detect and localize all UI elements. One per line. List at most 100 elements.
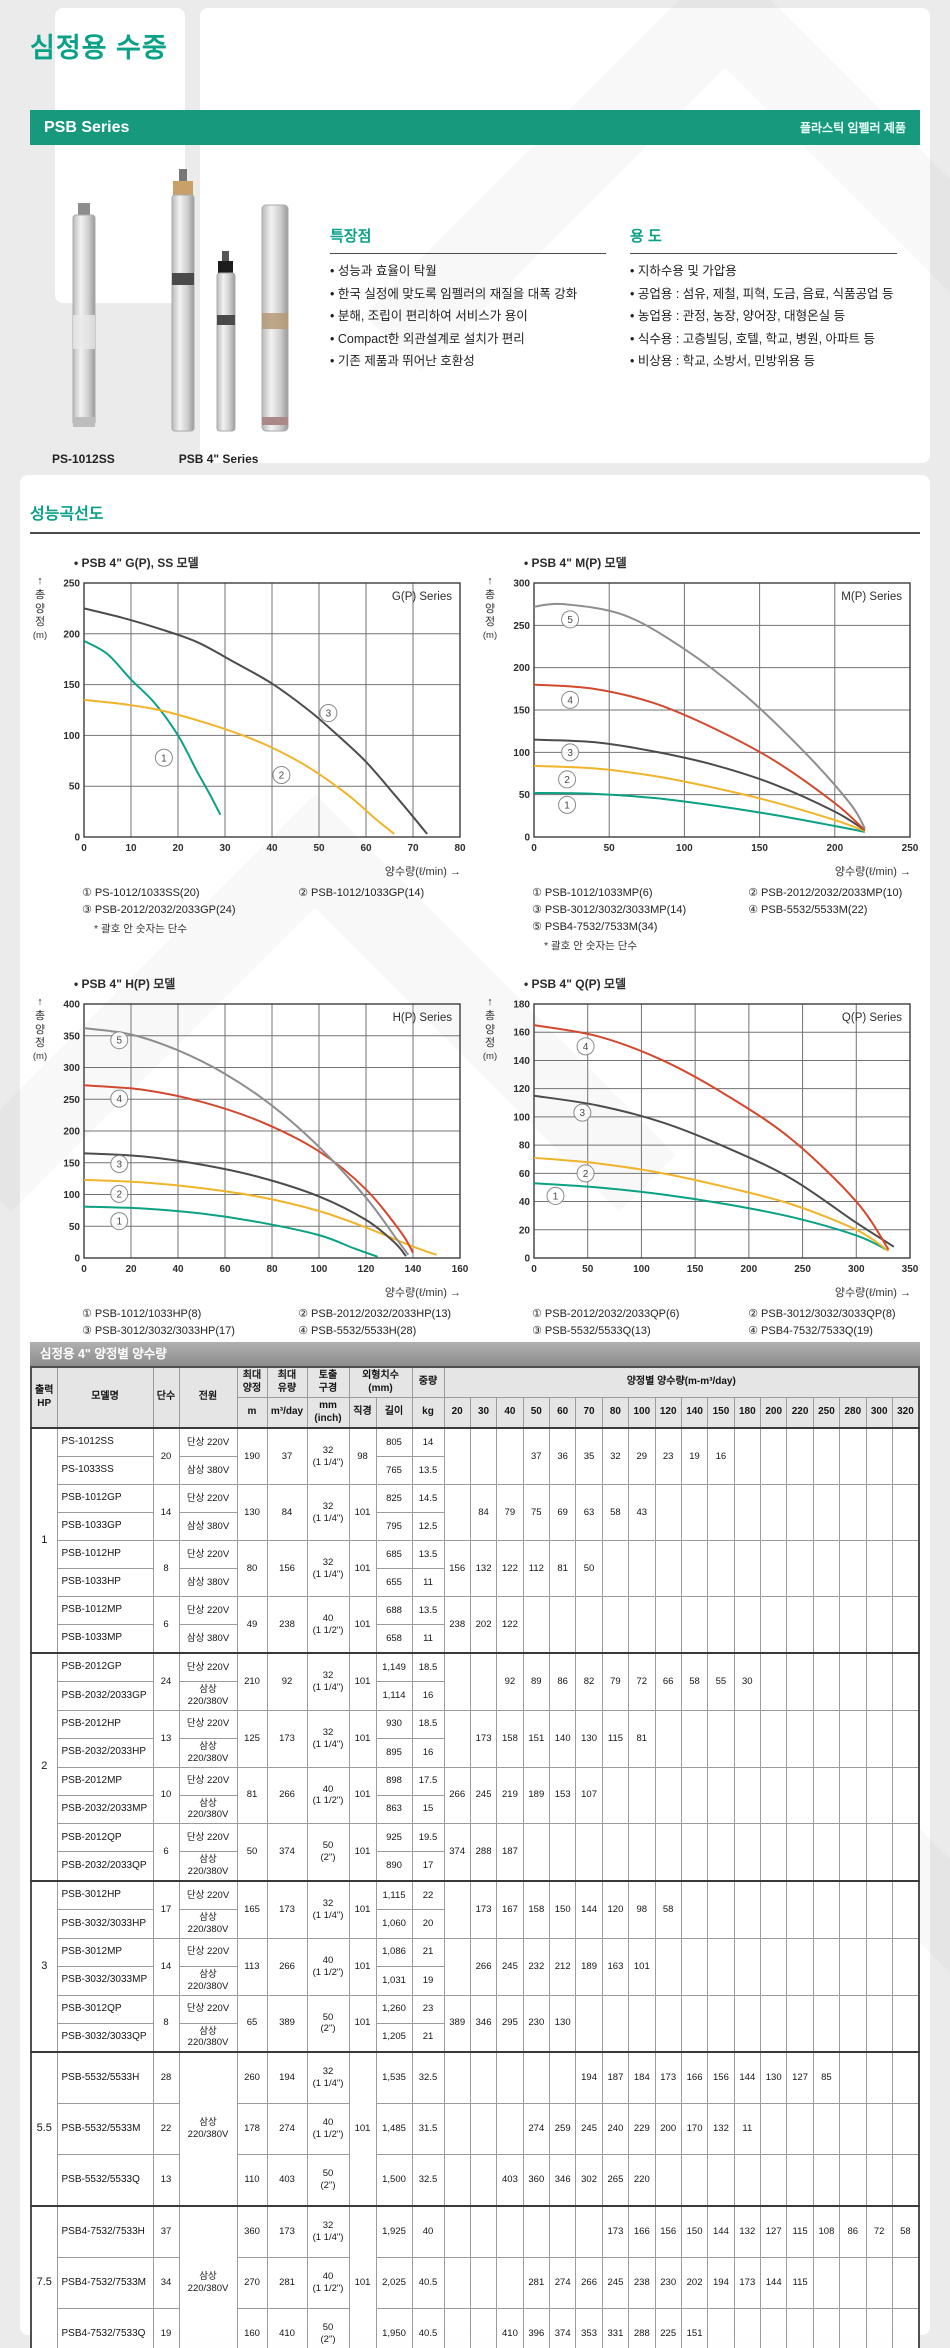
power-cell: 삼상 380V xyxy=(178,1456,238,1485)
flow-value-cell: 72 xyxy=(865,2205,893,2259)
table-row: PSB-1012MP 6 단상 220V 49 238 40 (1 1/2") 101 688… xyxy=(31,1596,920,1654)
flow-value-cell xyxy=(733,1994,762,2053)
diameter-cell: 101 xyxy=(348,2051,377,2207)
flow-value-cell xyxy=(575,1596,603,1654)
max-flow-cell: 410 xyxy=(266,2308,308,2348)
flow-value-cell xyxy=(707,1823,735,1882)
chart-title-qp: • PSB 4" Q(P) 모델 xyxy=(524,977,626,992)
svg-text:400: 400 xyxy=(63,1000,80,1011)
flow-value-cell: 144 xyxy=(707,2205,735,2259)
flow-value-cell xyxy=(865,2103,893,2156)
length-cell: 898 xyxy=(375,1766,413,1796)
series-curve-mp-1 xyxy=(533,791,866,833)
svg-text:1: 1 xyxy=(116,1217,122,1228)
svg-text:300: 300 xyxy=(63,1063,80,1074)
length-cell: 655 xyxy=(375,1568,413,1597)
stages-cell: 10 xyxy=(152,1766,180,1825)
flow-value-cell: 86 xyxy=(548,1651,577,1711)
flow-value-cell: 69 xyxy=(548,1484,577,1541)
hp-cell: 3 xyxy=(30,1879,58,2053)
length-cell: 1,031 xyxy=(375,1965,413,1996)
flow-value-cell xyxy=(812,1596,841,1654)
legend-item: ② PSB-2012/2032/2033HP(13) xyxy=(298,1308,452,1321)
outlet-cell: 40 (1 1/2") xyxy=(306,1937,350,1996)
flow-value-cell xyxy=(786,1709,814,1768)
flow-value-cell: 212 xyxy=(548,1937,577,1996)
chart-wrap: ↑ 총 양 정 (m) 0 20 40 60 80 100 120 140 160 0 50 100 150 200… xyxy=(30,992,475,1290)
flow-value-cell: 274 xyxy=(548,2257,577,2310)
max-flow-cell: 266 xyxy=(266,1766,308,1825)
flow-value-cell xyxy=(654,1823,682,1882)
up-arrow-icon: ↑ xyxy=(37,575,43,587)
weight-cell: 13.5 xyxy=(411,1456,445,1485)
flow-value-cell: 58 xyxy=(680,1651,709,1711)
svg-text:2: 2 xyxy=(279,771,285,782)
flow-value-cell xyxy=(733,2308,762,2348)
length-cell: 863 xyxy=(375,1794,413,1825)
flow-value-cell: 220 xyxy=(628,2154,656,2207)
max-head-cell: 110 xyxy=(236,2154,268,2207)
diameter-cell: 101 xyxy=(348,1484,377,1541)
svg-text:250: 250 xyxy=(513,621,530,632)
flow-value-cell xyxy=(786,1937,814,1996)
max-flow-cell: 37 xyxy=(266,1427,308,1485)
series-banner-subtitle: 플라스틱 임펠러 제품 xyxy=(799,121,906,135)
weight-cell: 32.5 xyxy=(411,2051,445,2105)
flow-value-cell: 266 xyxy=(443,1766,471,1825)
svg-text:100: 100 xyxy=(513,748,530,759)
flow-value-cell: 225 xyxy=(654,2308,682,2348)
flow-value-cell: 346 xyxy=(548,2154,577,2207)
model-cell: PSB-3012HP xyxy=(56,1880,154,1910)
application-item: 지하수용 및 가압용 xyxy=(630,260,920,283)
svg-text:4: 4 xyxy=(583,1042,589,1053)
flow-value-cell xyxy=(865,1540,893,1597)
flow-value-cell xyxy=(496,2103,524,2156)
svg-text:80: 80 xyxy=(454,843,466,854)
power-cell: 삼상 380V xyxy=(178,1568,238,1597)
flow-value-cell: 245 xyxy=(575,2103,603,2156)
svg-text:60: 60 xyxy=(519,1169,531,1180)
max-flow-cell: 238 xyxy=(266,1596,308,1654)
product-photo-labels: PS-1012SS PSB 4" Series xyxy=(30,452,330,466)
table-row: PSB4-7532/7533M 34 270 281 40 (1 1/2") 2,025 4… xyxy=(31,2257,920,2310)
length-cell: 1,260 xyxy=(375,1994,413,2024)
flow-value-cell: 245 xyxy=(601,2257,630,2310)
legend-item: ② PSB-3012/3032/3033QP(8) xyxy=(748,1308,896,1321)
series-curve-gp-1 xyxy=(83,640,222,816)
flow-value-cell: 331 xyxy=(601,2308,630,2348)
svg-text:0: 0 xyxy=(81,1264,87,1275)
flow-value-cell: 173 xyxy=(469,1879,498,1939)
table-row: 7.5 PSB4-7532/7533H 37 삼상 220/380V 360 173 32 … xyxy=(30,2205,920,2348)
series-curve-mp-3 xyxy=(533,738,866,832)
max-flow-cell: 274 xyxy=(266,2103,308,2156)
flow-value-cell xyxy=(548,2051,577,2105)
flow-value-cell xyxy=(839,1540,867,1597)
chart-canvas-mp: 0 50 100 150 200 250 0 50 100 150 200 250 300 1 2 3 4 5 M(… xyxy=(513,579,918,855)
flow-value-cell xyxy=(680,1484,709,1541)
series-banner-title: PSB Series xyxy=(44,118,130,136)
col-header-model: 모델명 xyxy=(56,1366,154,1429)
stages-cell: 19 xyxy=(152,2308,180,2348)
svg-text:200: 200 xyxy=(513,663,530,674)
flow-value-cell xyxy=(601,1540,630,1597)
stages-cell: 8 xyxy=(152,1994,180,2053)
flow-value-cell: 32 xyxy=(601,1427,630,1485)
diameter-cell: 101 xyxy=(348,1709,377,1768)
table-row: PSB-1033MP 삼상 380V 658 11 xyxy=(31,1624,919,1654)
table-row: PSB-5532/5533Q 13 110 403 50 (2") 1,500 32.5 40… xyxy=(31,2154,920,2207)
flow-value-cell: 166 xyxy=(680,2051,709,2105)
col-header-max-head-unit: m xyxy=(236,1397,268,1429)
power-cell: 단상 220V xyxy=(178,1427,238,1457)
table-row: 1 PS-1012SS 20 단상 220V 190 37 32 (1 1/4") 98 805… xyxy=(30,1427,920,1654)
feature-item: 한국 실정에 맞도록 임펠러의 재질을 대폭 강화 xyxy=(330,283,630,306)
flow-value-cell xyxy=(865,1484,893,1541)
flow-value-cell xyxy=(786,1651,814,1711)
power-cell: 단상 220V xyxy=(178,1540,238,1569)
flow-value-cell xyxy=(469,1651,498,1711)
outlet-cell: 32 (1 1/4") xyxy=(306,1879,350,1939)
flow-value-cell: 50 xyxy=(575,1540,603,1597)
max-head-cell: 50 xyxy=(236,1823,268,1882)
flow-value-cell: 230 xyxy=(654,2257,682,2310)
svg-text:100: 100 xyxy=(513,1113,530,1124)
table-row: PSB-3012MP 14 단상 220V 113 266 40 (1 1/2") 101 1… xyxy=(31,1937,920,1996)
